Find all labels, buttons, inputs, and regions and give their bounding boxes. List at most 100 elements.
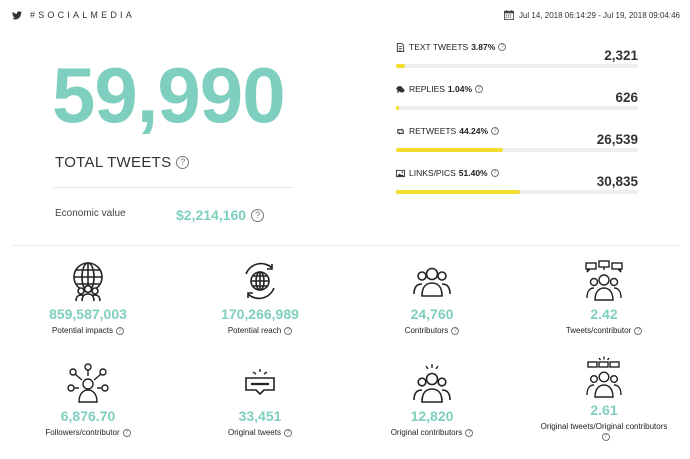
globe-people-icon [73,262,103,302]
metric-label-text: LINKS/PICS [409,168,456,178]
summary-divider [53,187,293,188]
stat-original-tweets-per-original-contributors: 2.61 Original tweets/Original contributo… [524,356,684,441]
stat-label: Original tweets/Original contributors [524,422,684,431]
metric-percent: 3.87% [471,42,496,52]
help-icon[interactable]: ? [176,156,190,169]
stat-value: 24,760 [410,306,454,322]
stat-label: Original tweets? [180,428,340,437]
stat-label: Tweets/contributor? [524,326,684,335]
stat-value: 6,876.70 [60,408,116,424]
help-icon[interactable]: ? [251,208,265,222]
economic-value: $2,214,160 ? [176,207,265,223]
stat-label: Original contributors? [352,428,512,437]
metric-value: 626 [615,90,638,105]
total-tweets-value: 59,990 [52,51,286,139]
stat-label: Potential impacts? [8,326,168,335]
metric-percent: 1.04% [447,84,473,94]
stat-value: 2.61 [590,402,618,418]
metric-percent: 44.24% [459,126,489,136]
message-icon [245,369,275,396]
total-tweets-label: TOTAL TWEETS ? [55,154,190,171]
metric-text-tweets: TEXT TWEETS 3.87% ? 2,321 [396,42,640,78]
metric-value: 26,539 [596,132,638,147]
stat-original-tweets: 33,451 Original tweets? [180,362,340,437]
date-range[interactable]: Jul 14, 2018 06:14:29 - Jul 19, 2018 09:… [503,10,680,20]
twitter-icon [12,10,22,19]
stat-label: Followers/contributor? [8,428,168,437]
help-icon[interactable]: ? [284,326,293,335]
stat-tweets-per-contributor: 2.42 Tweets/contributor? [524,260,684,335]
progress-track [396,148,638,152]
help-icon[interactable]: ? [122,428,131,437]
progress-track [396,106,638,110]
speech-bubble-icon [396,85,405,93]
progress-track [396,190,638,194]
economic-value-label: Economic value [55,208,126,219]
section-divider [12,245,680,246]
metric-value: 2,321 [604,48,638,63]
progress-fill [396,148,504,152]
picture-icon [396,169,405,177]
stat-original-contributors: 12,820 Original contributors? [352,362,512,437]
stat-potential-impacts: 859,587,003 Potential impacts? [8,260,168,335]
help-icon[interactable]: ? [634,326,643,335]
progress-track [396,64,638,68]
help-icon[interactable]: ? [465,428,474,437]
progress-fill [396,64,406,68]
stat-label: Potential reach? [180,326,340,335]
help-icon[interactable]: ? [475,85,484,93]
globe-arrows-icon [245,262,275,300]
stat-label-text: Potential impacts [52,326,113,335]
stat-contributors: 24,760 Contributors? [352,260,512,335]
total-tweets-label-text: TOTAL TWEETS [55,154,172,171]
metric-retweets: RETWEETS 44.24% ? 26,539 [396,126,640,162]
stat-label-text: Original tweets/Original contributors [540,422,668,431]
hashtag-text: #SOCIALMEDIA [30,10,135,20]
metric-percent: 51.40% [458,168,488,178]
group-chat-spark-icon [586,356,622,398]
help-icon[interactable]: ? [498,43,507,51]
help-icon[interactable]: ? [601,433,610,441]
stat-potential-reach: 170,266,989 Potential reach? [180,260,340,335]
calendar-icon [503,10,514,20]
stat-label-text: Followers/contributor [45,428,120,437]
help-icon[interactable]: ? [451,326,460,335]
stat-help: ? [524,433,684,441]
network-icon [67,363,109,403]
stat-label-text: Original contributors [390,428,463,437]
stat-value: 33,451 [238,408,282,424]
group-icon [413,267,451,297]
progress-fill [396,190,521,194]
stat-followers-per-contributor: 6,876.70 Followers/contributor? [8,362,168,437]
help-icon[interactable]: ? [115,326,124,335]
progress-fill [396,106,399,110]
help-icon[interactable]: ? [490,169,499,177]
metric-label: TEXT TWEETS 3.87% ? [396,42,507,52]
retweet-icon [397,127,404,135]
metric-label: LINKS/PICS 51.40% ? [396,168,499,178]
hashtag-title: #SOCIALMEDIA [12,10,135,20]
metric-label: RETWEETS 44.24% ? [396,126,500,136]
economic-value-text: $2,214,160 [176,207,247,223]
metric-replies: REPLIES 1.04% ? 626 [396,84,640,120]
metric-links-pics: LINKS/PICS 51.40% ? 30,835 [396,168,640,204]
help-icon[interactable]: ? [283,428,292,437]
document-icon [396,42,405,52]
help-icon[interactable]: ? [491,127,500,135]
stat-value: 2.42 [590,306,618,322]
metric-label-text: REPLIES [409,84,445,94]
metric-label-text: TEXT TWEETS [409,42,469,52]
stat-label-text: Tweets/contributor [565,326,632,335]
date-range-text: Jul 14, 2018 06:14:29 - Jul 19, 2018 09:… [518,10,680,20]
stat-value: 170,266,989 [221,306,299,322]
metric-label-text: RETWEETS [409,126,457,136]
metric-label: REPLIES 1.04% ? [396,84,484,94]
metric-value: 30,835 [596,174,638,189]
stat-value: 12,820 [410,408,454,424]
group-spark-icon [413,364,451,403]
stat-label-text: Original tweets [228,428,281,437]
stat-label-text: Potential reach [227,326,282,335]
stat-label-text: Contributors [404,326,449,335]
group-chat-icon [585,260,623,301]
stat-label: Contributors? [352,326,512,335]
